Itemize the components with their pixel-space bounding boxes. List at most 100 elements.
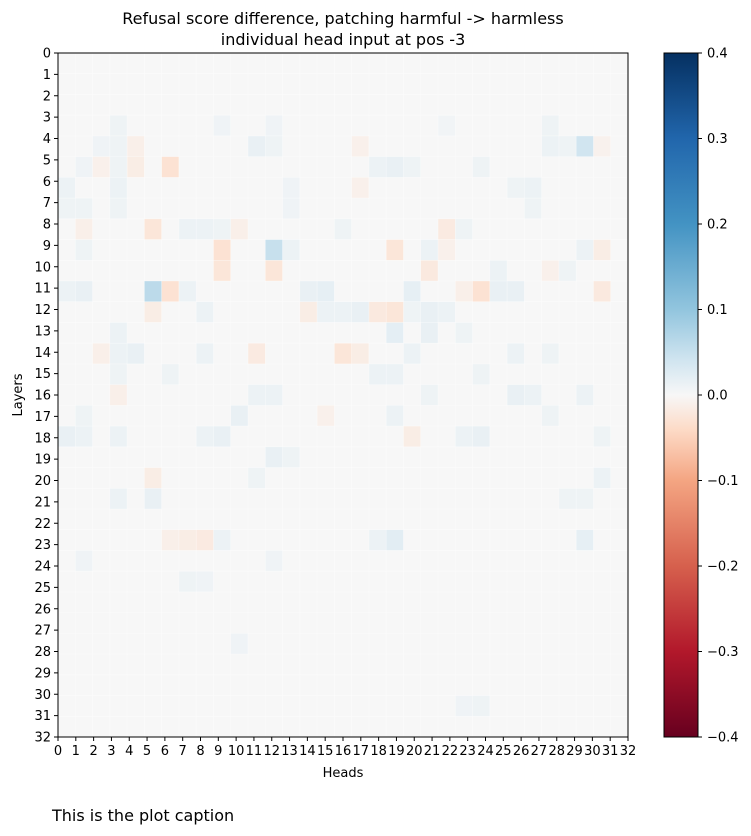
heatmap-cell bbox=[507, 716, 525, 738]
heatmap-cell bbox=[334, 94, 352, 116]
x-tick-label: 30 bbox=[584, 744, 601, 759]
x-tick-label: 0 bbox=[54, 744, 62, 759]
heatmap-cell bbox=[420, 633, 439, 655]
heatmap-cell bbox=[610, 674, 629, 696]
heatmap-cell bbox=[403, 53, 422, 75]
heatmap-cell bbox=[127, 115, 145, 137]
heatmap-cell bbox=[455, 260, 473, 282]
heatmap-cell bbox=[368, 301, 387, 323]
heatmap-cell bbox=[610, 550, 629, 572]
heatmap-cell bbox=[593, 591, 612, 613]
heatmap-cell bbox=[92, 177, 111, 199]
heatmap-cell bbox=[576, 488, 594, 510]
heatmap-cell bbox=[317, 301, 335, 323]
heatmap-cell bbox=[455, 488, 473, 510]
heatmap-cell bbox=[610, 529, 629, 551]
y-tick-label: 14 bbox=[34, 346, 51, 361]
heatmap-cell bbox=[403, 716, 422, 738]
heatmap-cell bbox=[282, 467, 301, 489]
heatmap-cell bbox=[58, 343, 76, 365]
heatmap-cell bbox=[524, 695, 542, 717]
heatmap-cell bbox=[230, 529, 249, 551]
heatmap-cell bbox=[610, 94, 629, 116]
heatmap-cell bbox=[438, 674, 456, 696]
heatmap-cell bbox=[334, 343, 352, 365]
heatmap-cell bbox=[161, 571, 180, 593]
heatmap-cell bbox=[178, 654, 197, 676]
heatmap-cell bbox=[403, 363, 422, 385]
heatmap-cell bbox=[282, 301, 301, 323]
heatmap-cell bbox=[334, 633, 352, 655]
heatmap-cell bbox=[230, 654, 249, 676]
heatmap-cell bbox=[109, 343, 128, 365]
heatmap-cell bbox=[507, 260, 525, 282]
heatmap-cell bbox=[92, 529, 111, 551]
heatmap-cell bbox=[144, 695, 162, 717]
heatmap-cell bbox=[610, 322, 629, 344]
heatmap-cell bbox=[541, 177, 560, 199]
heatmap-cell bbox=[196, 94, 214, 116]
heatmap-cell bbox=[109, 591, 128, 613]
heatmap-cell bbox=[403, 115, 422, 137]
heatmap-cell bbox=[109, 695, 128, 717]
heatmap-cell bbox=[196, 674, 214, 696]
heatmap-cell bbox=[576, 177, 594, 199]
heatmap-cell bbox=[420, 218, 439, 240]
heatmap-cell bbox=[92, 135, 111, 157]
heatmap-cell bbox=[178, 198, 197, 220]
heatmap-cell bbox=[248, 343, 266, 365]
heatmap-cell bbox=[524, 654, 542, 676]
heatmap-cell bbox=[558, 73, 577, 95]
heatmap-cell bbox=[455, 343, 473, 365]
heatmap-cell bbox=[524, 571, 542, 593]
heatmap-cell bbox=[524, 674, 542, 696]
heatmap-cell bbox=[109, 218, 128, 240]
heatmap-cell bbox=[317, 343, 335, 365]
heatmap-cell bbox=[161, 591, 180, 613]
heatmap-cell bbox=[524, 384, 542, 406]
heatmap-cell bbox=[351, 405, 370, 427]
heatmap-cell bbox=[178, 695, 197, 717]
x-tick-label: 31 bbox=[602, 744, 619, 759]
heatmap-cell bbox=[455, 94, 473, 116]
heatmap-cell bbox=[610, 405, 629, 427]
heatmap-cell bbox=[127, 343, 145, 365]
heatmap-cell bbox=[386, 343, 404, 365]
heatmap-cell bbox=[489, 509, 508, 531]
heatmap-cell bbox=[248, 322, 266, 344]
heatmap-cell bbox=[265, 363, 283, 385]
heatmap-cell bbox=[472, 467, 491, 489]
heatmap-cell bbox=[127, 467, 145, 489]
heatmap-cell bbox=[403, 343, 422, 365]
heatmap-cell bbox=[386, 322, 404, 344]
heatmap-cell bbox=[472, 550, 491, 572]
heatmap-cell bbox=[524, 218, 542, 240]
heatmap-cell bbox=[144, 467, 162, 489]
heatmap-cell bbox=[265, 467, 283, 489]
heatmap-cell bbox=[144, 53, 162, 75]
heatmap-cell bbox=[489, 115, 508, 137]
heatmap-cell bbox=[299, 405, 318, 427]
heatmap-cell bbox=[317, 73, 335, 95]
heatmap-cell bbox=[472, 343, 491, 365]
heatmap-cell bbox=[368, 322, 387, 344]
heatmap-cell bbox=[351, 384, 370, 406]
heatmap-cell bbox=[317, 239, 335, 261]
heatmap-cell bbox=[576, 218, 594, 240]
heatmap-cell bbox=[576, 426, 594, 448]
heatmap-cell bbox=[472, 260, 491, 282]
heatmap-cell bbox=[593, 695, 612, 717]
heatmap-cell bbox=[58, 612, 76, 634]
heatmap-cell bbox=[351, 301, 370, 323]
heatmap-cell bbox=[213, 426, 232, 448]
heatmap-cell bbox=[92, 384, 111, 406]
heatmap-cell bbox=[593, 363, 612, 385]
heatmap-cell bbox=[403, 260, 422, 282]
heatmap-cell bbox=[109, 654, 128, 676]
heatmap-cell bbox=[524, 53, 542, 75]
heatmap-cell bbox=[368, 218, 387, 240]
heatmap-cell bbox=[368, 343, 387, 365]
heatmap-cell bbox=[524, 716, 542, 738]
y-tick-label: 16 bbox=[34, 389, 51, 404]
x-tick-label: 12 bbox=[263, 744, 280, 759]
